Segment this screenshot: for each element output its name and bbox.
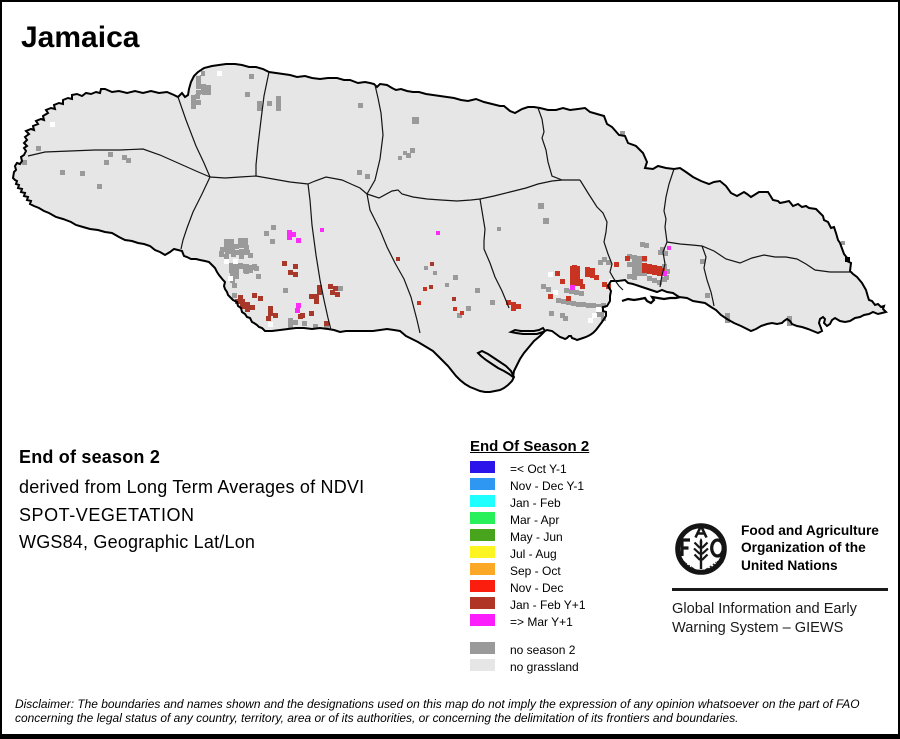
svg-text:PANIS: PANIS [704,557,725,575]
